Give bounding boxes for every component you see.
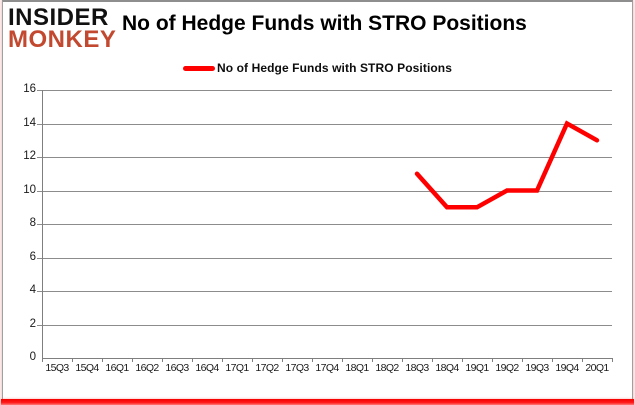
y-axis-label: 0 (29, 351, 36, 363)
gridline (42, 190, 612, 192)
x-axis-line (42, 358, 613, 359)
y-axis-label: 12 (23, 150, 36, 162)
gridline (42, 257, 612, 259)
x-axis-tick (522, 358, 523, 362)
bottom-red-accent-bar (1, 399, 634, 405)
gridline (42, 123, 612, 125)
x-axis-tick (582, 358, 583, 362)
x-axis-label: 18Q4 (435, 362, 459, 374)
x-axis-label: 16Q1 (105, 362, 129, 374)
x-axis-tick (192, 358, 193, 362)
x-axis-label: 20Q1 (585, 362, 609, 374)
x-axis-label: 17Q4 (315, 362, 339, 374)
x-axis-label: 19Q1 (465, 362, 489, 374)
y-axis-tick (37, 190, 42, 192)
x-axis-tick (552, 358, 553, 362)
x-axis-label: 16Q3 (165, 362, 189, 374)
gridline (42, 291, 612, 292)
x-axis-tick (102, 358, 103, 362)
x-axis-label: 17Q1 (225, 362, 249, 374)
hedge-fund-count-line (414, 120, 600, 210)
x-axis-tick (372, 358, 373, 362)
x-axis-label: 16Q4 (195, 362, 219, 374)
insider-monkey-logo: INSIDER MONKEY (8, 4, 117, 54)
x-axis-label: 19Q3 (525, 362, 549, 374)
x-axis-label: 17Q2 (255, 362, 279, 374)
y-axis-label: 8 (29, 217, 36, 229)
x-axis-tick (252, 358, 253, 362)
y-axis-label: 10 (23, 183, 36, 196)
x-axis-label: 19Q2 (495, 362, 519, 374)
y-axis-tick (37, 90, 42, 91)
x-axis-tick (162, 358, 163, 362)
x-axis-label: 15Q4 (75, 362, 99, 374)
logo-line-monkey: MONKEY (8, 26, 117, 54)
legend-line-marker (182, 65, 215, 71)
x-axis-tick (72, 358, 73, 362)
x-axis-tick (612, 358, 613, 362)
y-axis-tick (37, 291, 42, 292)
legend-label: No of Hedge Funds with STRO Positions (216, 61, 453, 75)
x-axis-tick (492, 358, 493, 362)
x-axis-tick (132, 358, 133, 362)
x-axis-label: 18Q3 (405, 362, 429, 374)
chart-card (2, 0, 633, 399)
x-axis-label: 16Q2 (135, 362, 159, 374)
x-axis-tick (342, 358, 343, 362)
x-axis-tick (432, 358, 433, 362)
x-axis-label: 15Q3 (45, 362, 69, 374)
y-axis-tick (37, 224, 42, 225)
x-axis-label: 18Q1 (345, 362, 369, 374)
gridline (42, 90, 612, 91)
x-axis-tick (42, 358, 43, 362)
x-axis-label: 19Q4 (555, 362, 579, 374)
x-axis-tick (222, 358, 223, 362)
logo-line-insider: INSIDER (8, 4, 109, 31)
x-axis-tick (312, 358, 313, 362)
gridline (42, 224, 612, 225)
y-axis-label: 2 (29, 317, 36, 330)
y-axis-label: 16 (23, 83, 36, 95)
y-axis-line (42, 90, 43, 358)
x-axis-label: 18Q2 (375, 362, 399, 374)
x-axis-tick (282, 358, 283, 362)
gridline (42, 324, 612, 326)
y-axis-label: 4 (29, 284, 36, 296)
y-axis-tick (37, 123, 42, 125)
chart-title: No of Hedge Funds with STRO Positions (122, 12, 527, 35)
x-axis-tick (462, 358, 463, 362)
y-axis-label: 14 (23, 116, 36, 129)
gridline (42, 157, 612, 158)
x-axis-label: 17Q3 (285, 362, 309, 374)
x-axis-tick (402, 358, 403, 362)
y-axis-label: 6 (29, 250, 36, 263)
y-axis-tick (37, 157, 42, 158)
y-axis-tick (37, 324, 42, 326)
y-axis-tick (37, 257, 42, 259)
legend: No of Hedge Funds with STRO Positions (0, 61, 635, 75)
